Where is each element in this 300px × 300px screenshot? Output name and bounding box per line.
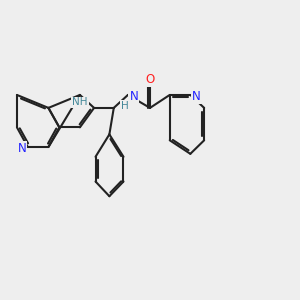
Text: N: N <box>192 90 201 103</box>
Text: O: O <box>146 74 154 86</box>
Text: N: N <box>129 90 138 103</box>
Text: NH: NH <box>72 98 88 107</box>
Text: H: H <box>121 101 129 111</box>
Text: N: N <box>18 142 26 155</box>
